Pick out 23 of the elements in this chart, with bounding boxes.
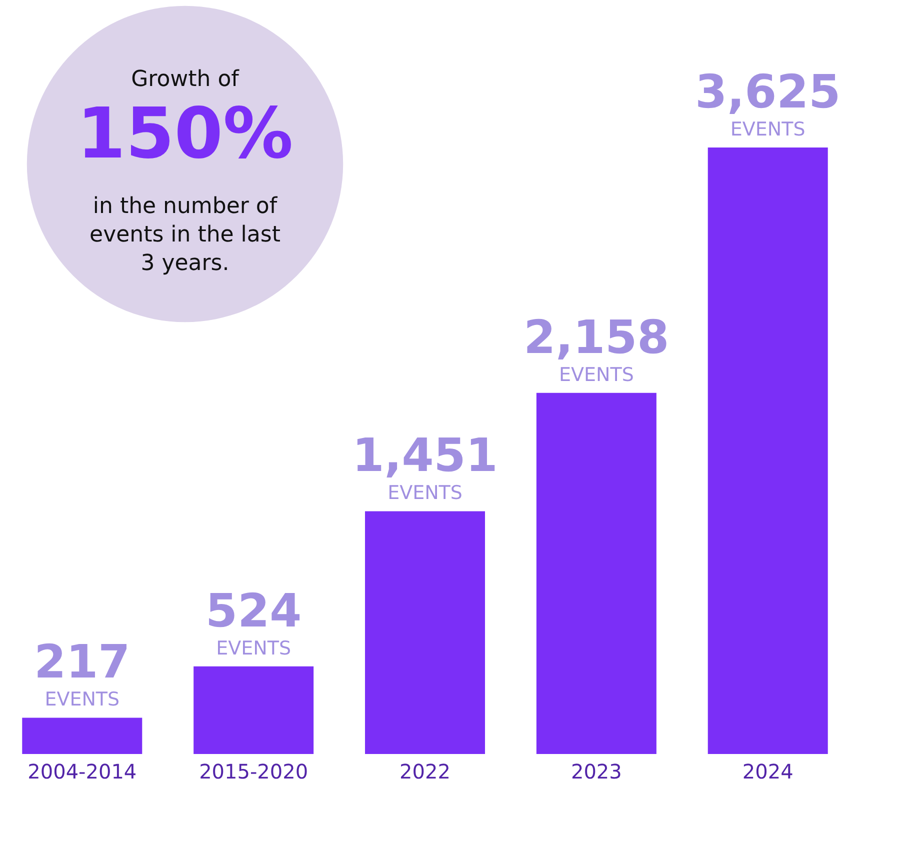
bar [708,147,828,754]
x-tick-label: 2004-2014 [28,760,137,784]
bar [536,392,656,754]
data-label: 524 [206,583,302,638]
text: Growth of [131,67,240,92]
annotation: EVENTS [388,482,462,504]
x-tick-label: 2024 [742,760,794,784]
data-label: 3,625 [695,64,841,118]
x-tick-label: 2023 [570,760,622,784]
annotation: 150% [76,92,294,174]
x-tick-label: 2022 [400,760,450,784]
annotation: EVENTS [558,364,634,386]
bar [194,666,314,754]
annotation: EVENTS [216,637,292,660]
bar [22,718,142,754]
bar [365,511,485,754]
data-label: 1,451 [352,428,498,482]
annotation: EVENTS [44,688,120,711]
x-tick-label: 2015-2020 [199,760,308,784]
annotation: EVENTS [730,118,806,140]
data-label: 217 [34,634,130,689]
data-label: 2,158 [524,310,670,364]
annotation: in the number of events in the last 3 years. [90,194,281,276]
